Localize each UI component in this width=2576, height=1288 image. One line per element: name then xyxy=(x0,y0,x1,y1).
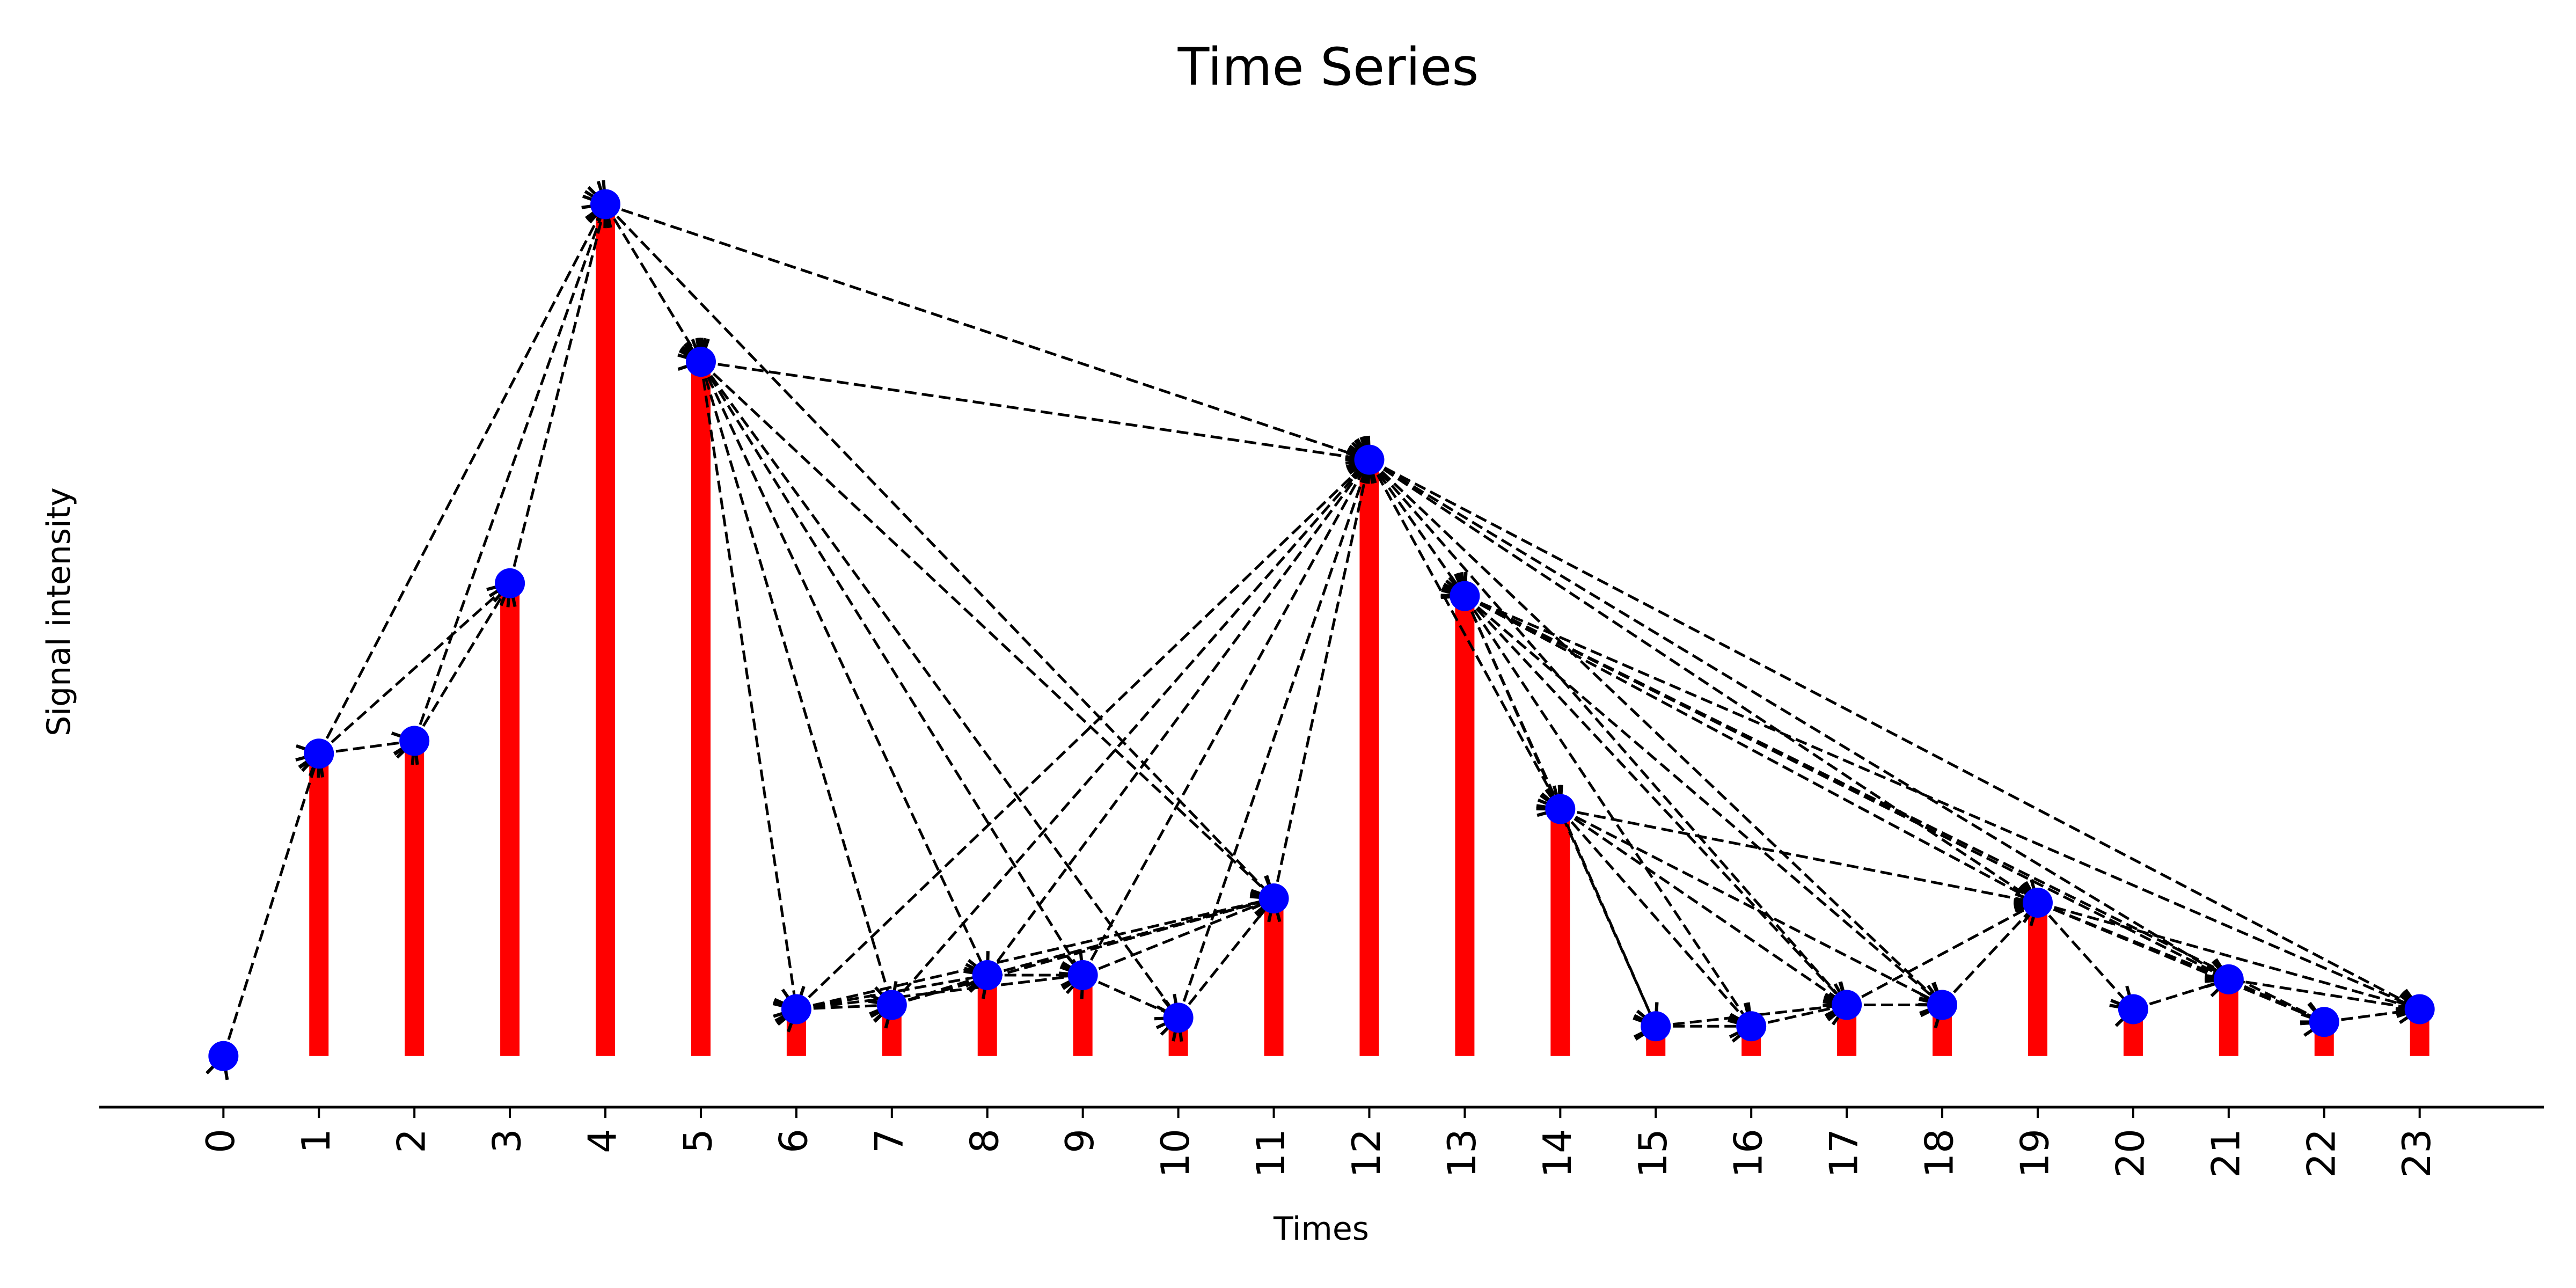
edge-5-12 xyxy=(701,362,1370,460)
edge-12-21 xyxy=(1369,460,2228,979)
bar-5 xyxy=(691,362,711,1056)
point-12 xyxy=(1354,444,1385,475)
x-tick-label: 21 xyxy=(2203,1129,2248,1178)
point-23 xyxy=(2404,994,2435,1024)
point-17 xyxy=(1832,990,1862,1020)
point-18 xyxy=(1927,990,1958,1020)
point-series xyxy=(208,189,2435,1071)
edge-0-1 xyxy=(223,753,319,1056)
visibility-edges xyxy=(223,204,2419,1056)
x-tick-label: 2 xyxy=(389,1129,434,1153)
x-tick-label: 8 xyxy=(962,1129,1007,1153)
edge-6-11 xyxy=(796,898,1274,1009)
edge-13-16 xyxy=(1465,596,1751,1027)
chart-title: Time Series xyxy=(1177,37,1479,97)
y-axis-label: Signal intensity xyxy=(40,487,78,736)
x-tick-label: 14 xyxy=(1535,1129,1580,1178)
point-4 xyxy=(590,189,621,219)
point-22 xyxy=(2309,1007,2339,1037)
point-3 xyxy=(495,568,525,598)
x-tick-label: 3 xyxy=(485,1129,530,1153)
point-2 xyxy=(399,726,430,756)
edge-4-5 xyxy=(605,204,701,362)
x-tick-label: 18 xyxy=(1917,1129,1962,1178)
edge-8-11 xyxy=(987,898,1274,975)
edge-13-23 xyxy=(1465,596,2419,1009)
point-11 xyxy=(1258,883,1289,914)
point-13 xyxy=(1450,581,1480,611)
edge-22-23 xyxy=(2324,1009,2420,1022)
bar-2 xyxy=(405,741,425,1056)
bar-series xyxy=(309,204,2429,1056)
edge-5-6 xyxy=(701,362,796,1009)
x-tick-label: 23 xyxy=(2394,1129,2439,1178)
edge-5-7 xyxy=(701,362,892,1005)
bar-14 xyxy=(1550,809,1570,1056)
edge-13-17 xyxy=(1465,596,1847,1005)
edge-9-11 xyxy=(1083,898,1274,975)
edge-18-19 xyxy=(1942,903,2038,1005)
point-16 xyxy=(1736,1011,1767,1042)
edge-5-10 xyxy=(701,362,1179,1018)
bar-4 xyxy=(596,204,616,1056)
edge-12-17 xyxy=(1369,460,1847,1005)
bar-11 xyxy=(1264,898,1284,1056)
edge-19-20 xyxy=(2038,903,2133,1009)
x-axis-ticks: 0 1 2 3 4 5 6 7 8 9 10 11 12 13 14 15 16 17 18 19 20 21 22 23 xyxy=(198,1107,2439,1178)
x-tick-label: 15 xyxy=(1630,1129,1675,1178)
x-tick-label: 13 xyxy=(1439,1129,1484,1178)
edge-8-12 xyxy=(987,460,1370,975)
x-tick-label: 5 xyxy=(675,1129,720,1153)
edge-7-12 xyxy=(892,460,1370,1005)
x-tick-label: 4 xyxy=(580,1129,625,1153)
x-tick-label: 16 xyxy=(1726,1129,1771,1178)
point-14 xyxy=(1545,794,1576,824)
x-tick-label: 7 xyxy=(866,1129,911,1153)
point-19 xyxy=(2022,888,2053,918)
point-0 xyxy=(208,1041,239,1071)
point-10 xyxy=(1163,1002,1194,1033)
bar-19 xyxy=(2028,903,2047,1056)
edge-9-10 xyxy=(1083,975,1179,1018)
x-tick-label: 9 xyxy=(1057,1129,1102,1153)
edge-14-18 xyxy=(1560,809,1942,1005)
edge-12-13 xyxy=(1369,460,1465,596)
x-tick-label: 11 xyxy=(1248,1129,1293,1178)
bar-12 xyxy=(1359,459,1379,1056)
edge-11-12 xyxy=(1274,460,1370,898)
x-tick-label: 12 xyxy=(1344,1129,1389,1178)
x-tick-label: 20 xyxy=(2107,1129,2153,1178)
point-6 xyxy=(781,994,811,1024)
point-9 xyxy=(1067,960,1098,990)
edge-21-22 xyxy=(2229,979,2324,1022)
point-8 xyxy=(972,960,1002,990)
point-15 xyxy=(1641,1011,1671,1042)
edge-5-9 xyxy=(701,362,1083,975)
bar-3 xyxy=(500,583,520,1056)
x-tick-label: 10 xyxy=(1153,1129,1198,1178)
bar-13 xyxy=(1455,596,1475,1056)
x-tick-label: 17 xyxy=(1821,1129,1867,1178)
edge-17-19 xyxy=(1847,903,2038,1005)
edge-6-9 xyxy=(796,975,1083,1009)
edge-1-4 xyxy=(319,204,605,753)
x-tick-label: 19 xyxy=(2012,1129,2057,1178)
point-5 xyxy=(685,347,716,377)
point-1 xyxy=(304,738,334,769)
point-21 xyxy=(2213,964,2244,994)
x-tick-label: 6 xyxy=(771,1129,816,1153)
edge-14-19 xyxy=(1560,809,2038,903)
x-tick-label: 22 xyxy=(2299,1129,2344,1178)
edge-12-23 xyxy=(1369,460,2419,1009)
point-7 xyxy=(876,990,907,1020)
x-axis-label: Times xyxy=(1273,1210,1369,1248)
edge-9-12 xyxy=(1083,460,1370,975)
edge-5-11 xyxy=(701,362,1274,898)
x-tick-label: 0 xyxy=(198,1129,243,1153)
x-tick-label: 1 xyxy=(294,1129,339,1153)
edge-3-4 xyxy=(510,204,605,583)
point-20 xyxy=(2118,994,2148,1024)
bar-1 xyxy=(309,753,329,1056)
